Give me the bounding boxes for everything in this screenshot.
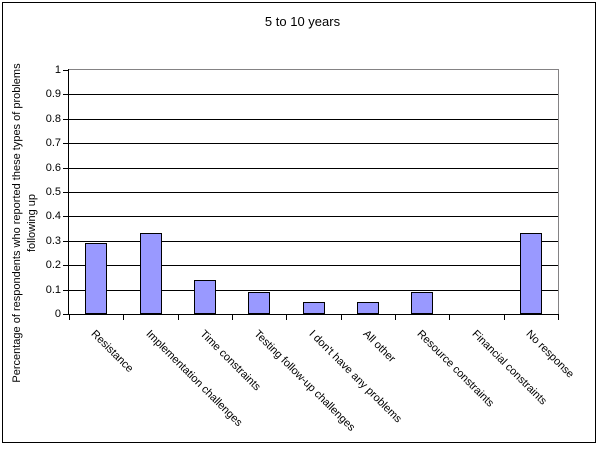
y-tick-mark xyxy=(63,265,68,266)
y-tick-mark xyxy=(63,314,68,315)
gridline xyxy=(69,290,558,291)
y-tick-label: 0.4 xyxy=(45,210,61,222)
y-tick-mark xyxy=(63,94,68,95)
y-tick-mark xyxy=(63,290,68,291)
x-tick-mark xyxy=(395,315,396,320)
chart-title: 5 to 10 years xyxy=(264,14,341,29)
y-tick-mark xyxy=(63,119,68,120)
gridline xyxy=(69,143,558,144)
y-tick-label: 0.7 xyxy=(45,137,61,149)
gridline xyxy=(69,265,558,266)
y-tick-mark xyxy=(63,192,68,193)
gridline xyxy=(69,241,558,242)
y-tick-mark xyxy=(63,70,68,71)
x-tick-mark xyxy=(286,315,287,320)
gridline xyxy=(69,216,558,217)
bar xyxy=(85,243,107,314)
bar xyxy=(357,302,379,314)
y-tick-label: 0.2 xyxy=(45,259,61,271)
x-tick-mark xyxy=(341,315,342,320)
gridline xyxy=(69,94,558,95)
y-tick-mark xyxy=(63,143,68,144)
y-tick-label: 1 xyxy=(54,64,61,76)
gridline xyxy=(69,168,558,169)
x-tick-mark xyxy=(69,315,70,320)
y-tick-label: 0.5 xyxy=(45,186,61,198)
x-tick-mark xyxy=(232,315,233,320)
x-axis xyxy=(68,314,559,315)
y-tick-mark xyxy=(63,241,68,242)
x-tick-mark xyxy=(558,315,559,320)
y-axis xyxy=(68,69,69,315)
bar xyxy=(303,302,325,314)
plot-area xyxy=(68,69,559,315)
x-tick-mark xyxy=(449,315,450,320)
x-tick-mark xyxy=(504,315,505,320)
bar xyxy=(248,292,270,314)
y-tick-mark xyxy=(63,216,68,217)
y-tick-label: 0.3 xyxy=(45,235,61,247)
x-tick-mark xyxy=(123,315,124,320)
y-tick-label: 0.8 xyxy=(45,113,61,125)
y-tick-mark xyxy=(63,168,68,169)
gridline xyxy=(69,119,558,120)
x-tick-mark xyxy=(178,315,179,320)
y-tick-label: 0.1 xyxy=(45,284,61,296)
y-axis-title: Percentage of respondents who reported t… xyxy=(11,63,38,383)
bar xyxy=(520,233,542,314)
bar xyxy=(140,233,162,314)
y-tick-label: 0.6 xyxy=(45,162,61,174)
gridline xyxy=(69,192,558,193)
bar xyxy=(411,292,433,314)
y-tick-label: 0 xyxy=(54,308,61,320)
y-tick-label: 0.9 xyxy=(45,88,61,100)
bar xyxy=(194,280,216,314)
